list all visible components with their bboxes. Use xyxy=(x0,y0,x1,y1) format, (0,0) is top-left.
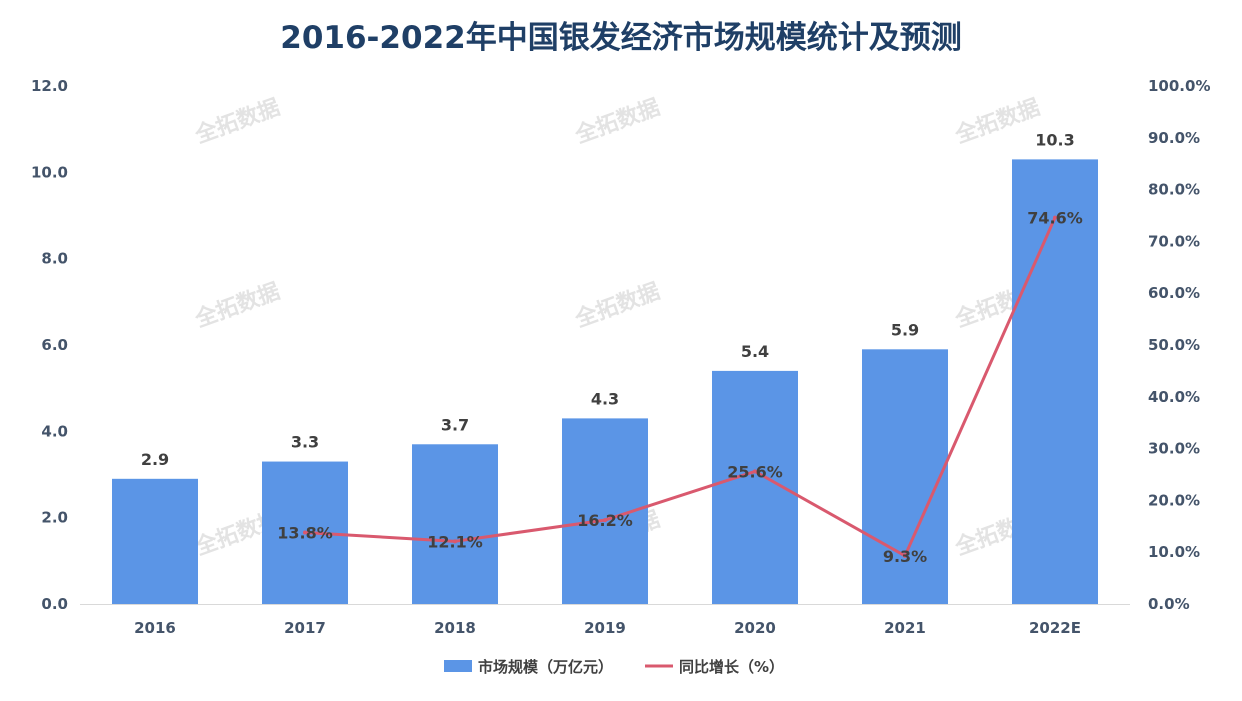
right-axis-tick: 20.0% xyxy=(1148,491,1200,509)
left-axis-tick: 4.0 xyxy=(41,422,68,440)
right-axis-tick: 100.0% xyxy=(1148,77,1210,95)
growth-value-label: 16.2% xyxy=(577,511,633,530)
growth-line xyxy=(304,216,1057,558)
growth-value-label: 12.1% xyxy=(427,532,483,551)
bar-value-label: 3.7 xyxy=(441,415,469,434)
line-series xyxy=(303,215,1057,558)
growth-value-label: 9.3% xyxy=(883,547,927,566)
right-axis-tick: 0.0% xyxy=(1148,595,1190,613)
growth-point xyxy=(303,530,307,535)
right-axis: 0.0% 10.0% 20.0% 30.0% 40.0% 50.0% 60.0% 70.0% 8… xyxy=(1148,77,1210,613)
bar xyxy=(862,349,948,604)
watermark-text: 全拓数据 xyxy=(951,94,1044,149)
line-data-labels: 13.8% 12.1% 16.2% 25.6% 9.3% 74.6% xyxy=(277,209,1083,566)
legend: 市场规模（万亿元） 同比增长（%） xyxy=(444,658,784,676)
growth-value-label: 25.6% xyxy=(727,462,783,481)
growth-point xyxy=(603,518,607,523)
left-axis: 0.0 2.0 4.0 6.0 8.0 10.0 12.0 xyxy=(31,77,68,613)
bar-value-label: 2.9 xyxy=(141,450,169,469)
right-axis-tick: 60.0% xyxy=(1148,284,1200,302)
left-axis-tick: 0.0 xyxy=(41,595,68,613)
bar-value-label: 4.3 xyxy=(591,389,619,408)
bar xyxy=(112,478,198,604)
growth-point xyxy=(453,539,457,544)
right-axis-tick: 30.0% xyxy=(1148,440,1200,458)
x-axis-tick: 2019 xyxy=(584,619,626,637)
right-axis-tick: 40.0% xyxy=(1148,388,1200,406)
legend-bar-label: 市场规模（万亿元） xyxy=(478,658,613,676)
left-axis-tick: 6.0 xyxy=(41,336,68,354)
x-axis-tick: 2021 xyxy=(884,619,926,637)
growth-point xyxy=(1053,215,1057,220)
right-axis-tick: 10.0% xyxy=(1148,543,1200,561)
bar xyxy=(412,444,498,604)
right-axis-tick: 50.0% xyxy=(1148,336,1200,354)
right-axis-tick: 90.0% xyxy=(1148,129,1200,147)
legend-bar-swatch xyxy=(444,660,472,672)
x-axis-tick: 2020 xyxy=(734,619,776,637)
watermark-text: 全拓数据 xyxy=(191,278,284,333)
bar-value-label: 5.9 xyxy=(891,320,919,339)
left-axis-tick: 12.0 xyxy=(31,77,68,95)
left-axis-tick: 10.0 xyxy=(31,163,68,181)
chart-title: 2016-2022年中国银发经济市场规模统计及预测 xyxy=(280,20,961,56)
watermark-text: 全拓数据 xyxy=(571,278,664,333)
growth-value-label: 13.8% xyxy=(277,524,333,543)
x-axis-tick: 2017 xyxy=(284,619,326,637)
growth-point xyxy=(903,553,907,558)
bar-value-label: 5.4 xyxy=(741,342,769,361)
growth-value-label: 74.6% xyxy=(1027,209,1083,228)
watermark-text: 全拓数据 xyxy=(571,94,664,149)
right-axis-tick: 70.0% xyxy=(1148,232,1200,250)
bar-data-labels: 2.9 3.3 3.7 4.3 5.4 5.9 10.3 xyxy=(141,130,1075,468)
watermark-text: 全拓数据 xyxy=(191,94,284,149)
bar-value-label: 3.3 xyxy=(291,433,319,452)
legend-line-label: 同比增长（%） xyxy=(679,658,784,676)
bar xyxy=(1012,159,1098,604)
bar-value-label: 10.3 xyxy=(1035,130,1074,149)
bar-series xyxy=(112,159,1098,604)
growth-point xyxy=(753,469,757,474)
right-axis-tick: 80.0% xyxy=(1148,181,1200,199)
left-axis-tick: 8.0 xyxy=(41,250,68,268)
x-axis-tick: 2018 xyxy=(434,619,476,637)
x-axis: 2016 2017 2018 2019 2020 2021 2022E xyxy=(134,619,1081,637)
x-axis-tick: 2016 xyxy=(134,619,176,637)
left-axis-tick: 2.0 xyxy=(41,509,68,527)
x-axis-tick: 2022E xyxy=(1029,619,1081,637)
